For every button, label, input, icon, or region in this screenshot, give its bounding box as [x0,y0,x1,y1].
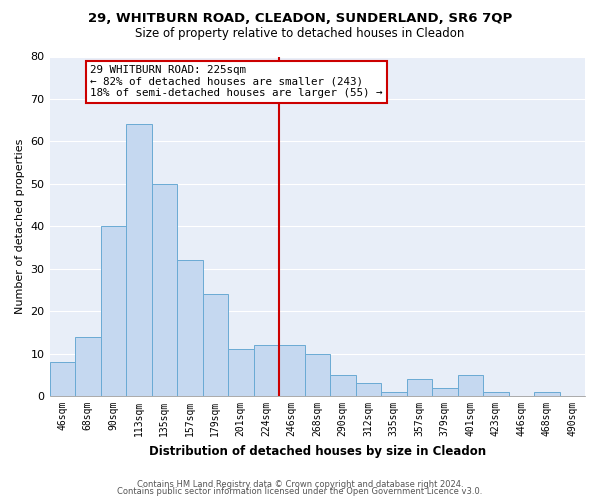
Bar [203,294,228,396]
X-axis label: Distribution of detached houses by size in Cleadon: Distribution of detached houses by size … [149,444,486,458]
Y-axis label: Number of detached properties: Number of detached properties [15,138,25,314]
Bar [75,336,101,396]
Bar [458,375,483,396]
Text: Contains HM Land Registry data © Crown copyright and database right 2024.: Contains HM Land Registry data © Crown c… [137,480,463,489]
Bar [126,124,152,396]
Text: 29 WHITBURN ROAD: 225sqm
← 82% of detached houses are smaller (243)
18% of semi-: 29 WHITBURN ROAD: 225sqm ← 82% of detach… [91,65,383,98]
Bar [330,375,356,396]
Bar [534,392,560,396]
Bar [177,260,203,396]
Bar [305,354,330,396]
Bar [483,392,509,396]
Bar [152,184,177,396]
Text: Contains public sector information licensed under the Open Government Licence v3: Contains public sector information licen… [118,487,482,496]
Bar [101,226,126,396]
Bar [432,388,458,396]
Bar [228,350,254,396]
Bar [356,384,381,396]
Bar [407,379,432,396]
Bar [50,362,75,396]
Bar [381,392,407,396]
Bar [254,345,279,396]
Text: Size of property relative to detached houses in Cleadon: Size of property relative to detached ho… [136,28,464,40]
Text: 29, WHITBURN ROAD, CLEADON, SUNDERLAND, SR6 7QP: 29, WHITBURN ROAD, CLEADON, SUNDERLAND, … [88,12,512,26]
Bar [279,345,305,396]
